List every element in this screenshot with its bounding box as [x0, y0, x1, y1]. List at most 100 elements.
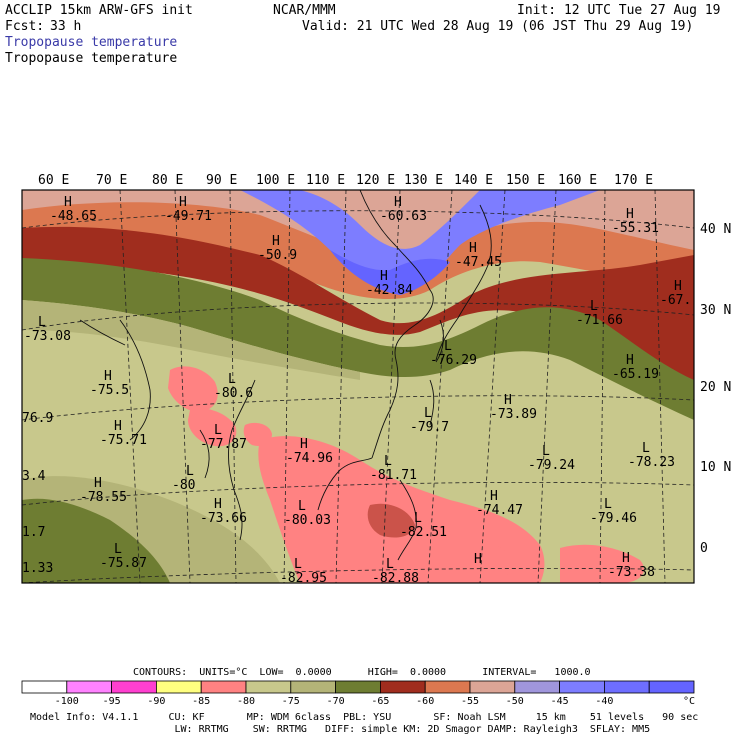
lat-label: 30 N [700, 303, 731, 318]
extremum-value: -74.96 [286, 451, 333, 466]
color-bar-swatch [66, 680, 113, 694]
high-marker: H [469, 241, 477, 256]
extremum-value: -78.23 [628, 455, 675, 470]
extremum-value: -67. [660, 293, 691, 308]
extremum-value: -79.24 [528, 458, 575, 473]
low-marker: L [228, 372, 236, 387]
color-bar-tick: -95 [103, 696, 121, 707]
extrema-labels: H-48.65H-49.71H-60.63 H-55.31H-50.9 H-47.4… [22, 195, 691, 586]
color-bar-swatch [424, 680, 471, 694]
color-bar-swatch [379, 680, 426, 694]
color-bar-swatch [469, 680, 516, 694]
extremum-value: 1.7 [22, 525, 45, 540]
lon-label: 150 E [506, 173, 545, 188]
color-bar-swatch [290, 680, 336, 694]
forecast-label: Fcst: [5, 19, 45, 34]
low-marker: L [114, 542, 122, 557]
extremum-value: -55.31 [612, 221, 659, 236]
model-title: ACCLIP 15km ARW-GFS init [5, 3, 193, 18]
low-marker: L [590, 299, 598, 314]
color-bar-swatch [514, 680, 560, 694]
extremum-value: -77.87 [200, 437, 247, 452]
lon-label: 170 E [614, 173, 653, 188]
high-marker: H [380, 269, 388, 284]
coastlines [79, 190, 492, 561]
high-marker: H [626, 353, 634, 368]
color-bar-swatch [559, 680, 605, 694]
extremum-value: -42.84 [366, 283, 413, 298]
extremum-value: -73.08 [24, 329, 71, 344]
low-marker: L [294, 557, 302, 572]
extremum-value: 1.33 [22, 561, 53, 576]
extremum-value: 3.4 [22, 469, 46, 484]
high-marker: H [300, 437, 308, 452]
extremum-value: -79.46 [590, 511, 637, 526]
extremum-value: -80.6 [214, 386, 253, 401]
valid-time: Valid: 21 UTC Wed 28 Aug 19 (06 JST Thu … [302, 19, 694, 34]
low-marker: L [214, 423, 222, 438]
extremum-value: -73.38 [608, 565, 655, 580]
init-time: Init: 12 UTC Tue 27 Aug 19 [517, 3, 721, 18]
lon-label: 60 E [38, 173, 69, 188]
high-marker: H [626, 207, 634, 222]
lon-label: 130 E [404, 173, 443, 188]
lon-label: 80 E [152, 173, 183, 188]
high-marker: H [94, 476, 102, 491]
high-marker: H [272, 234, 280, 249]
color-bar-tick: -85 [192, 696, 210, 707]
high-marker: H [114, 419, 122, 434]
extremum-value: -82.95 [280, 571, 327, 586]
low-marker: L [384, 454, 392, 469]
color-bar-tick: -100 [55, 696, 79, 707]
high-marker: H [504, 393, 512, 408]
latitude-labels: 40 N 30 N 20 N 10 N 0 [700, 222, 731, 556]
color-bar-swatch [111, 680, 157, 694]
lon-label: 100 E [256, 173, 295, 188]
extremum-value: -74.47 [476, 503, 523, 518]
extremum-value: -73.66 [200, 511, 247, 526]
model-info-line-1: Model Info: V4.1.1 CU: KF MP: WDM 6class… [30, 712, 699, 723]
extremum-value: -49.71 [165, 209, 212, 224]
low-marker: L [38, 315, 46, 330]
high-marker: H [214, 497, 222, 512]
low-marker: L [298, 499, 306, 514]
low-marker: L [542, 444, 550, 459]
high-marker: H [64, 195, 72, 210]
extremum-value: -81.71 [370, 468, 417, 483]
color-bar-swatch [335, 680, 381, 694]
low-marker: L [186, 464, 194, 479]
color-bar-unit: °C [683, 696, 695, 707]
extremum-value: -75.87 [100, 556, 147, 571]
map-shading [22, 190, 694, 583]
lat-label: 10 N [700, 460, 731, 475]
extremum-value: -80 [172, 478, 195, 493]
extremum-value: -75.5 [90, 383, 129, 398]
color-bar-swatch [200, 680, 247, 694]
lon-label: 140 E [454, 173, 493, 188]
color-bar-swatch [155, 680, 202, 694]
forecast-hour: 33 h [50, 19, 82, 34]
low-marker: L [604, 497, 612, 512]
low-marker: L [386, 557, 394, 572]
extremum-value: -50.9 [258, 248, 297, 263]
low-marker: L [414, 511, 422, 526]
extremum-value: -47.45 [455, 255, 502, 270]
color-bar-swatch [21, 680, 68, 694]
color-bar-tick: -50 [506, 696, 524, 707]
extremum-value: -82.88 [372, 571, 419, 586]
color-bar-tick: -70 [327, 696, 345, 707]
high-marker: H [394, 195, 402, 210]
low-marker: L [444, 339, 452, 354]
field-title-primary: Tropopause temperature [5, 35, 178, 50]
extremum-value: -48.65 [50, 209, 97, 224]
extremum-value: 76.9 [22, 411, 53, 426]
graticule [22, 190, 694, 583]
lat-label: 20 N [700, 380, 731, 395]
extremum-value: -73.89 [490, 407, 537, 422]
longitude-labels: 60 E 70 E 80 E 90 E 100 E 110 E 120 E 130 E 140 … [38, 173, 653, 188]
lat-label: 0 [700, 541, 708, 556]
high-marker: H [474, 552, 482, 567]
extremum-value: -71.66 [576, 313, 623, 328]
contours-info: CONTOURS: UNITS=°C LOW= 0.0000 HIGH= 0.0… [133, 667, 591, 678]
